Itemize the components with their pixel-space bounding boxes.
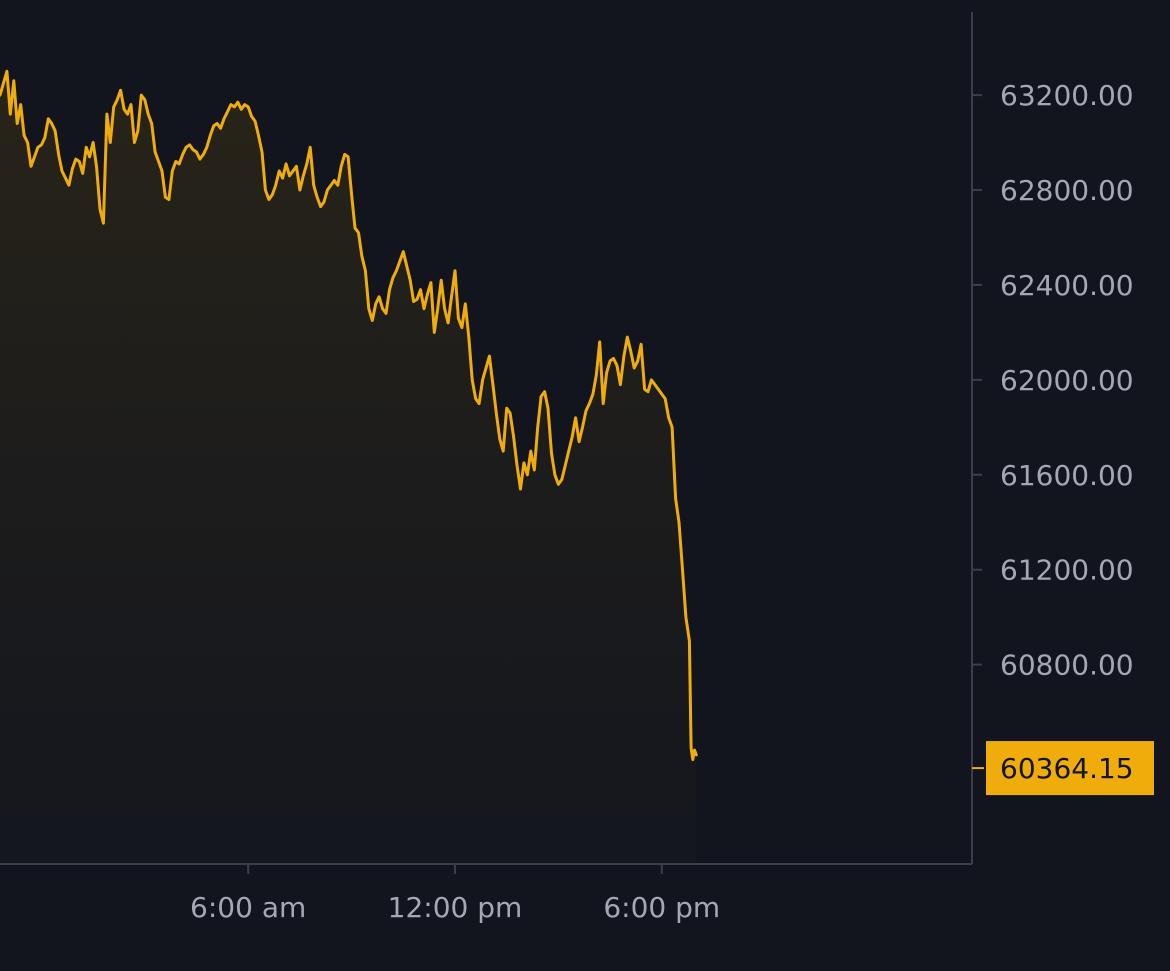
price-line — [0, 69, 698, 762]
y-tick-label: 63200.00 — [1000, 79, 1134, 112]
y-tick-label: 60800.00 — [1000, 649, 1134, 682]
x-tick-label: 6:00 am — [190, 891, 306, 924]
y-tick-label: 62400.00 — [1000, 269, 1134, 302]
y-tick-label: 62800.00 — [1000, 174, 1134, 207]
last-price-label: 60364.15 — [1000, 752, 1134, 785]
y-axis-ticks: 63200.00 62800.00 62400.00 62000.00 61600.00… — [972, 79, 1134, 682]
x-axis-ticks: 6:00 am 12:00 pm 6:00 pm — [190, 864, 720, 924]
last-price-badge-bg — [986, 741, 1154, 796]
y-tick-label: 61200.00 — [1000, 554, 1134, 587]
x-tick-label: 6:00 pm — [603, 891, 720, 924]
price-area-fill — [0, 71, 697, 865]
y-tick-label: 61600.00 — [1000, 459, 1134, 492]
last-price-badge: 60364.15 — [972, 741, 1154, 796]
x-tick-label: 12:00 pm — [388, 891, 523, 924]
y-tick-label: 62000.00 — [1000, 364, 1134, 397]
